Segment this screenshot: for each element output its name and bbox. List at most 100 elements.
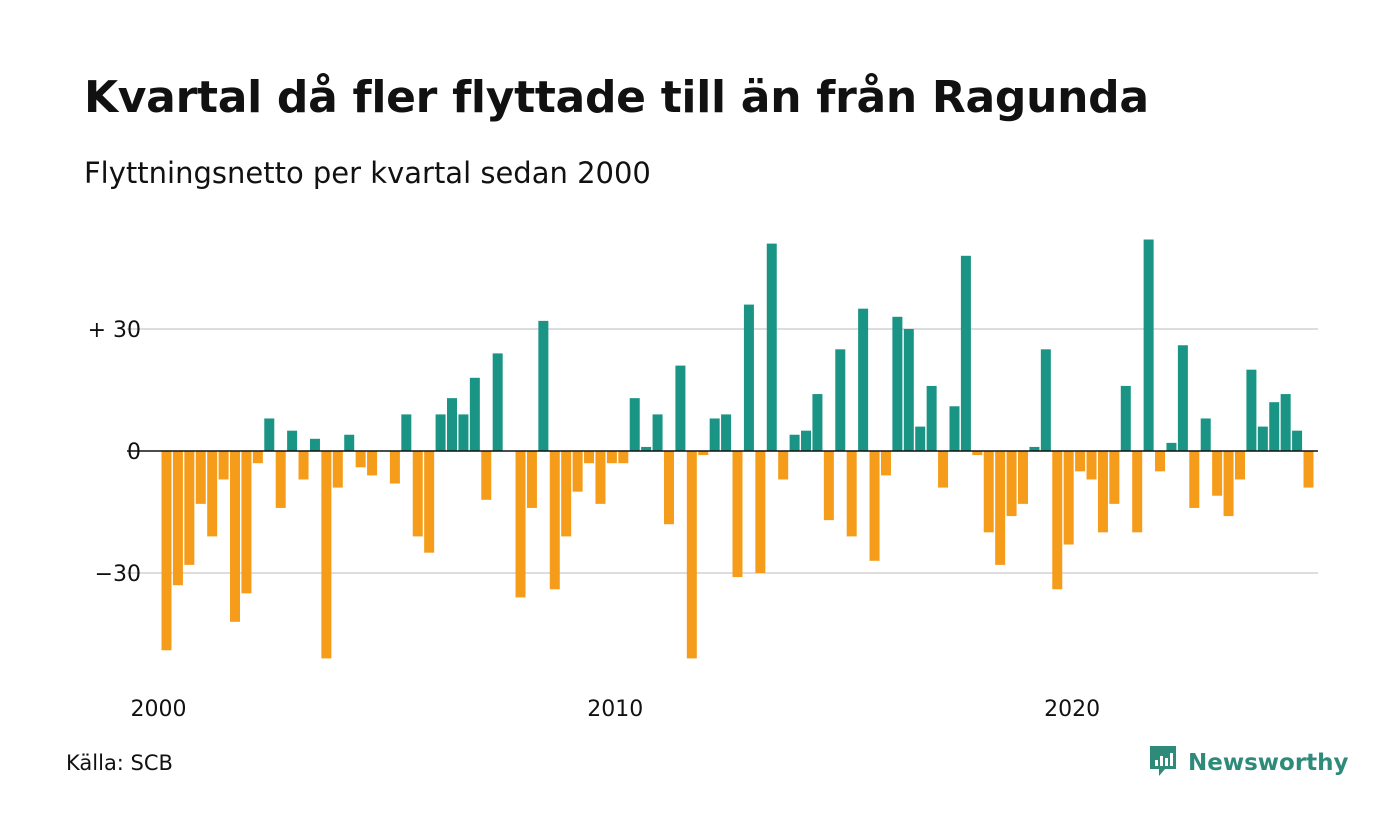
bar: [1063, 451, 1074, 545]
x-tick-label: 2000: [131, 697, 187, 722]
bar: [1075, 451, 1086, 472]
bar: [1246, 369, 1257, 451]
bar: [469, 377, 480, 451]
bar: [332, 451, 343, 488]
bar: [641, 446, 652, 451]
bar: [1040, 349, 1051, 451]
bar: [880, 451, 891, 476]
bar: [230, 451, 241, 622]
bar: [481, 451, 492, 500]
bar: [652, 414, 663, 451]
bar: [755, 451, 766, 573]
bar: [915, 426, 926, 451]
bar: [1006, 451, 1017, 517]
bar: [287, 430, 298, 451]
bar: [949, 406, 960, 451]
bar: [492, 353, 503, 451]
bar: [1189, 451, 1200, 508]
bar: [1223, 451, 1234, 517]
bar: [515, 451, 526, 598]
bar: [1052, 451, 1063, 590]
bar: [526, 451, 537, 508]
bar: [1257, 426, 1268, 451]
bar: [869, 451, 880, 561]
bar: [309, 438, 320, 451]
bar: [252, 451, 263, 464]
bar: [401, 414, 412, 451]
bar: [1166, 442, 1177, 451]
bar: [424, 451, 435, 553]
bar: [218, 451, 229, 480]
bar: [195, 451, 206, 504]
bar: [618, 451, 629, 464]
bar: [321, 451, 332, 659]
bar: [264, 418, 275, 451]
bar: [1234, 451, 1245, 480]
bar: [447, 398, 457, 451]
bar: [367, 451, 378, 476]
bar: [389, 451, 400, 484]
bar: [823, 451, 834, 521]
bar: [1109, 451, 1120, 504]
bar: [1280, 394, 1291, 451]
bar: [778, 451, 789, 480]
x-tick-label: 2020: [1044, 697, 1100, 722]
bar: [983, 451, 994, 533]
bar: [1269, 402, 1280, 451]
bar: [903, 329, 914, 451]
bar: [1143, 239, 1154, 451]
bar: [675, 365, 686, 451]
bar: [412, 451, 423, 537]
bar: [1097, 451, 1108, 533]
bar: [572, 451, 583, 492]
bar: [161, 451, 172, 651]
bar: [1303, 451, 1314, 488]
bar: [1029, 446, 1040, 451]
bar: [344, 434, 355, 451]
chart-title: Kvartal då fler flyttade till än från Ra…: [84, 72, 1149, 123]
bar: [595, 451, 606, 504]
chart-bubble-icon: [1148, 744, 1178, 782]
bar: [458, 414, 469, 451]
bar: [846, 451, 857, 537]
source-note: Källa: SCB: [66, 751, 173, 775]
bar: [892, 316, 903, 451]
bar: [1018, 451, 1028, 504]
bar: [1212, 451, 1223, 496]
bar: [812, 394, 823, 451]
brand-logo[interactable]: Newsworthy: [1148, 744, 1349, 782]
bar: [1120, 385, 1131, 451]
bar: [549, 451, 560, 590]
chart-subtitle: Flyttningsnetto per kvartal sedan 2000: [84, 156, 651, 190]
bar: [538, 320, 549, 451]
bar: [207, 451, 218, 537]
bar: [972, 451, 983, 456]
bar: [172, 451, 183, 586]
bar: [686, 451, 697, 659]
y-tick-label: 0: [127, 440, 141, 465]
bar: [1292, 430, 1303, 451]
bar: [584, 451, 595, 464]
bar: [355, 451, 366, 468]
bar: [1200, 418, 1211, 451]
bar: [926, 385, 937, 451]
bar: [709, 418, 720, 451]
bar: [663, 451, 674, 525]
x-tick-label: 2010: [587, 697, 643, 722]
bar: [789, 434, 800, 451]
bar: [732, 451, 743, 578]
bar: [721, 414, 732, 451]
bar: [241, 451, 252, 594]
bar: [435, 414, 446, 451]
bar: [858, 308, 869, 451]
bar: [835, 349, 846, 451]
bar: [184, 451, 195, 565]
brand-name: Newsworthy: [1188, 750, 1349, 776]
bar: [766, 243, 777, 451]
bar: [938, 451, 949, 488]
bar: [801, 430, 812, 451]
bar: [995, 451, 1006, 565]
bar: [1086, 451, 1097, 480]
bar: [298, 451, 309, 480]
